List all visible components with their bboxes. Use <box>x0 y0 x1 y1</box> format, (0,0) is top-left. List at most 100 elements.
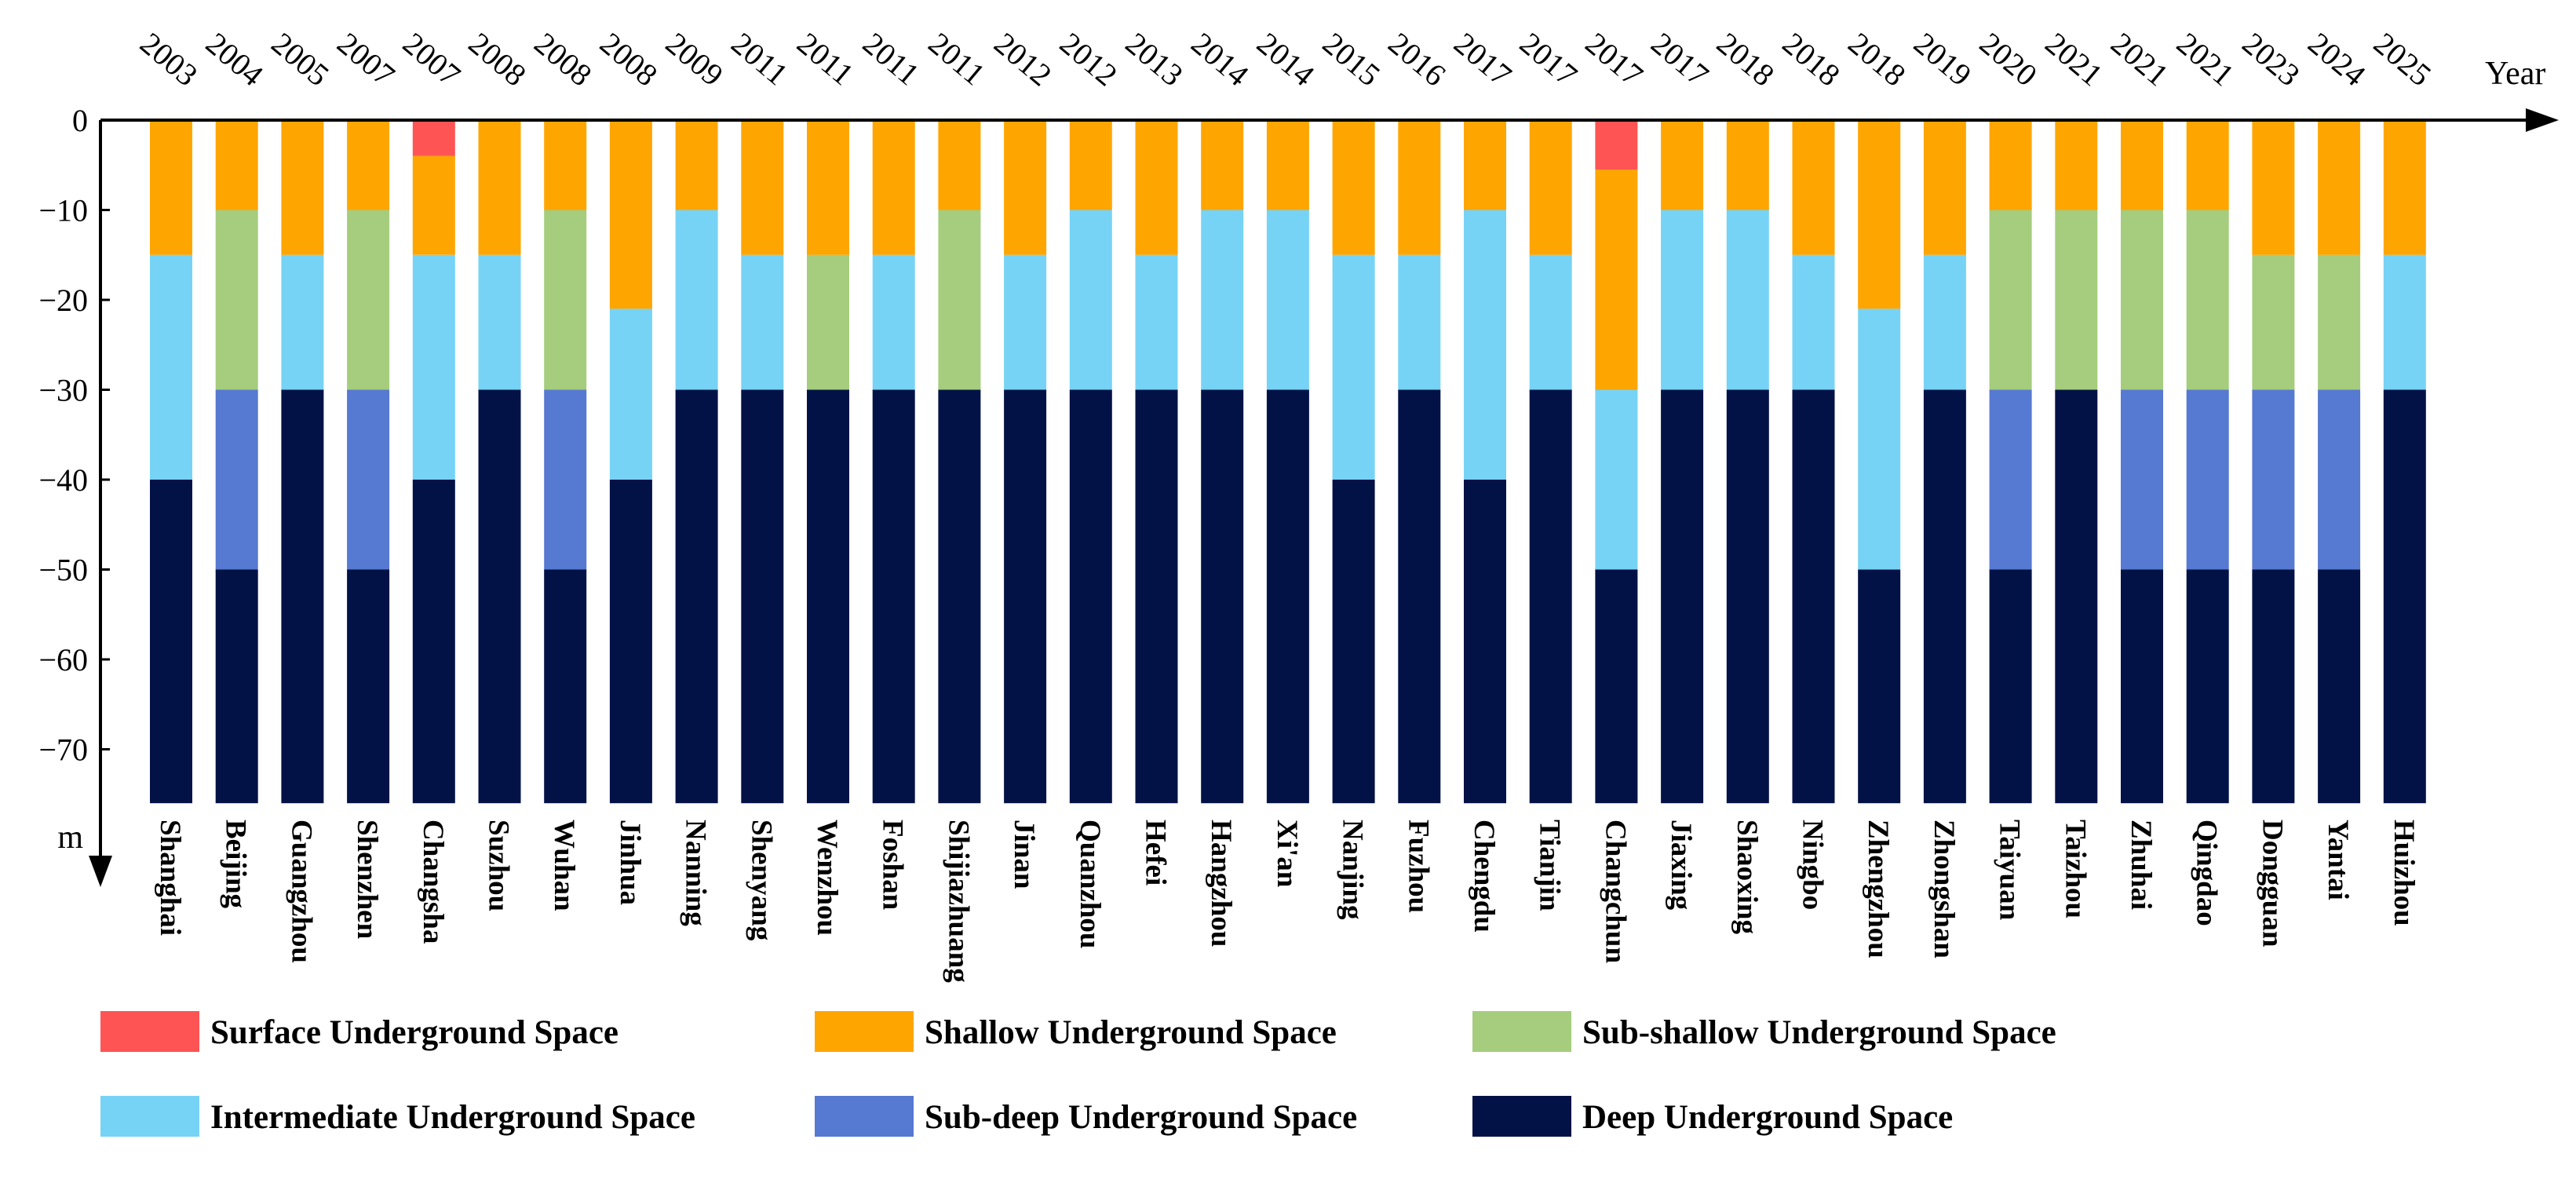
year-label: 2021 <box>2170 25 2241 93</box>
year-label: 2011 <box>790 25 860 92</box>
y-ticks: 0 −10 −20 −30 −40 −50 −60 −70 <box>38 103 110 768</box>
year-label: 2023 <box>2236 25 2307 93</box>
city-label: Shenzhen <box>351 820 383 940</box>
bar-segment-changchun-series-1 <box>1595 170 1638 390</box>
bar-segment-changsha-series-3 <box>412 254 455 480</box>
y-axis-title: m <box>57 820 83 856</box>
bar-segment-fuzhou-series-1 <box>1398 120 1441 255</box>
year-label: 2017 <box>1447 25 1518 93</box>
bar-segment-nanjing-series-3 <box>1332 254 1375 480</box>
y-axis-arrow <box>89 856 112 887</box>
bar-segment-chengdu-series-5 <box>1464 480 1506 804</box>
bar-segment-zhongshan-series-1 <box>1923 120 1966 255</box>
axes-layer: Year m <box>57 56 2559 887</box>
bar-segment-shijiazhuang-series-1 <box>938 120 981 210</box>
city-label: Hefei <box>1140 820 1172 885</box>
bar-segment-zhongshan-series-5 <box>1923 389 1966 804</box>
city-label: Zhuhai <box>2125 820 2157 910</box>
bar-segment-zhuhai-series-2 <box>2121 210 2163 390</box>
bar-segment-huizhou-series-3 <box>2383 254 2426 390</box>
year-label: 2008 <box>527 25 598 93</box>
x-axis-title: Year <box>2485 56 2545 92</box>
bar-segment-dongguan-series-1 <box>2252 120 2295 255</box>
city-label: Guangzhou <box>285 820 317 963</box>
city-label: Jinan <box>1008 820 1040 889</box>
city-label: Beijing <box>220 820 252 909</box>
bar-segment-changsha-series-0 <box>412 120 455 156</box>
city-label: Xi'an <box>1271 820 1303 888</box>
bar-segment-wenzhou-series-5 <box>807 389 849 804</box>
year-label: 2013 <box>1119 25 1190 93</box>
bar-segment-qingdao-series-2 <box>2186 210 2229 390</box>
city-label: Zhengzhou <box>1862 820 1894 958</box>
bar-segment-jinhua-series-5 <box>609 480 652 804</box>
legend: Surface Underground Space Shallow Undergr… <box>100 1011 2056 1137</box>
bar-segment-beijing-series-2 <box>215 210 258 390</box>
bar-segment-suzhou-series-1 <box>478 120 521 255</box>
y-tick-label: −70 <box>38 732 88 768</box>
legend-label: Sub-deep Underground Space <box>925 1099 1357 1136</box>
bar-segment-tianjin-series-5 <box>1529 389 1572 804</box>
year-label: 2014 <box>1184 25 1255 93</box>
bar-segment-shenyang-series-3 <box>741 254 784 390</box>
bar-segment-changchun-series-0 <box>1595 120 1638 170</box>
legend-label: Shallow Underground Space <box>925 1014 1337 1051</box>
year-label: 2021 <box>2104 25 2175 93</box>
year-label: 2020 <box>1973 25 2044 93</box>
bar-segment-wuhan-series-1 <box>544 120 587 210</box>
city-label: Dongguan <box>2256 820 2288 947</box>
city-label: Tianjin <box>1534 820 1566 911</box>
year-label: 2016 <box>1382 25 1453 93</box>
bar-segment-qingdao-series-5 <box>2186 569 2229 804</box>
year-label: 2018 <box>1841 25 1912 93</box>
legend-swatch <box>1472 1011 1571 1052</box>
year-label: 2007 <box>330 25 401 93</box>
city-label: Suzhou <box>483 820 515 911</box>
bar-segment-hefei-series-3 <box>1135 254 1178 390</box>
year-label: 2007 <box>396 25 467 93</box>
bar-segment-nanjing-series-5 <box>1332 480 1375 804</box>
bar-segment-zhengzhou-series-3 <box>1858 309 1901 570</box>
bar-segment-jinhua-series-1 <box>609 120 652 309</box>
bar-segment-huizhou-series-1 <box>2383 120 2426 255</box>
bar-segment-shenyang-series-1 <box>741 120 784 255</box>
bar-segment-hangzhou-series-3 <box>1201 210 1244 390</box>
bar-segment-yantai-series-1 <box>2318 120 2361 255</box>
city-label: Shenyang <box>745 820 777 941</box>
bar-segment-taizhou-series-1 <box>2055 120 2098 210</box>
year-label: 2017 <box>1644 25 1715 93</box>
year-label: 2011 <box>922 25 992 92</box>
bar-segment-hangzhou-series-1 <box>1201 120 1244 210</box>
bar-segment-shijiazhuang-series-2 <box>938 210 981 390</box>
bar-segment-shaoxing-series-5 <box>1726 389 1769 804</box>
bar-segment-jiaxing-series-1 <box>1661 120 1704 210</box>
city-label: Foshan <box>877 820 909 911</box>
bar-segment-xian-series-5 <box>1266 389 1309 804</box>
bar-segment-zhuhai-series-5 <box>2121 569 2163 804</box>
bar-segment-quanzhou-series-5 <box>1069 389 1112 804</box>
bar-segment-taizhou-series-2 <box>2055 210 2098 390</box>
legend-label: Intermediate Underground Space <box>210 1099 695 1136</box>
city-label: Ningbo <box>1797 820 1829 910</box>
bar-segment-nanning-series-5 <box>675 389 718 804</box>
year-label: 2012 <box>987 25 1058 93</box>
bar-segment-taiyuan-series-1 <box>1989 120 2032 210</box>
city-label: Shijiazhuang <box>942 820 974 983</box>
year-label: 2012 <box>1053 25 1124 93</box>
bar-segment-fuzhou-series-3 <box>1398 254 1441 390</box>
bar-segment-shijiazhuang-series-5 <box>938 389 981 804</box>
bar-segment-jinan-series-1 <box>1004 120 1047 255</box>
city-label: Nanning <box>680 820 712 926</box>
bar-segment-taiyuan-series-2 <box>1989 210 2032 390</box>
city-label: Shanghai <box>154 820 186 936</box>
bar-segment-jinhua-series-3 <box>609 309 652 480</box>
year-label: 2018 <box>1710 25 1781 93</box>
city-label: Zhongshan <box>1928 820 1960 958</box>
bar-segment-zhengzhou-series-5 <box>1858 569 1901 804</box>
bar-segment-guangzhou-series-5 <box>281 389 324 804</box>
y-tick-label: −10 <box>38 193 88 228</box>
bar-segment-chengdu-series-1 <box>1464 120 1506 210</box>
bar-segment-yantai-series-4 <box>2318 389 2361 570</box>
year-label: 2021 <box>2039 25 2110 93</box>
bar-segment-guangzhou-series-3 <box>281 254 324 390</box>
